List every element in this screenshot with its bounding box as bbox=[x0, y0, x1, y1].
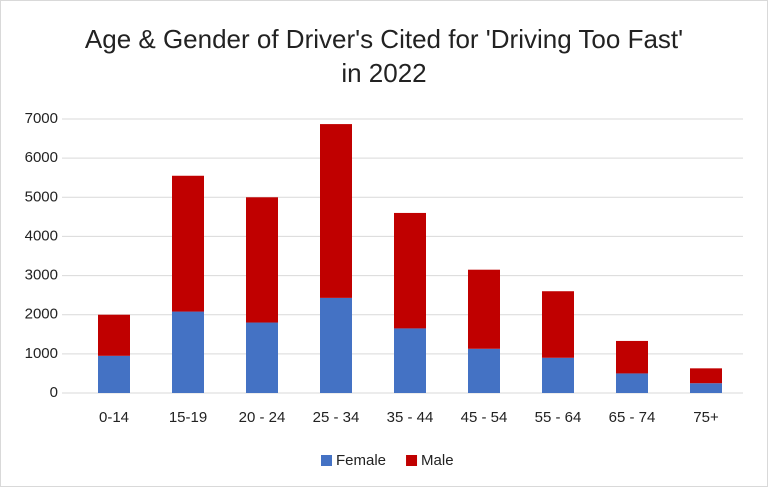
y-tick-label: 4000 bbox=[25, 227, 58, 244]
x-tick-label: 55 - 64 bbox=[535, 409, 582, 426]
x-tick-label: 75+ bbox=[693, 409, 719, 426]
bar-segment bbox=[98, 314, 130, 356]
y-tick-label: 2000 bbox=[25, 306, 58, 323]
bar-segment bbox=[172, 175, 204, 312]
legend-swatch bbox=[321, 455, 332, 466]
bar-segment bbox=[246, 322, 278, 393]
bar-segment bbox=[542, 357, 574, 393]
y-tick-label: 1000 bbox=[25, 345, 58, 362]
y-tick-label: 0 bbox=[50, 384, 58, 401]
x-tick-label: 35 - 44 bbox=[387, 409, 434, 426]
bar-segment bbox=[690, 383, 722, 393]
bar-segment bbox=[542, 291, 574, 358]
bar-segment bbox=[394, 212, 426, 329]
bar-segment bbox=[320, 297, 352, 393]
legend-label: Female bbox=[336, 452, 386, 469]
x-tick-label: 15-19 bbox=[169, 409, 207, 426]
bar-segment bbox=[394, 328, 426, 393]
x-tick-label: 20 - 24 bbox=[239, 409, 286, 426]
y-tick-label: 3000 bbox=[25, 267, 58, 284]
bar-segment bbox=[320, 124, 352, 298]
bar-segment bbox=[468, 348, 500, 393]
x-tick-label: 25 - 34 bbox=[313, 409, 360, 426]
bar-segment bbox=[172, 311, 204, 393]
bar-segment bbox=[616, 340, 648, 374]
bar-segment bbox=[98, 355, 130, 393]
chart-title: Age & Gender of Driver's Cited for 'Driv… bbox=[84, 24, 684, 88]
y-tick-label: 7000 bbox=[25, 110, 58, 127]
bar-segment bbox=[690, 368, 722, 384]
y-tick-label: 6000 bbox=[25, 149, 58, 166]
x-tick-label: 0-14 bbox=[99, 409, 129, 426]
bar-segment bbox=[468, 269, 500, 349]
legend-label: Male bbox=[421, 452, 454, 469]
x-tick-label: 45 - 54 bbox=[461, 409, 508, 426]
y-tick-label: 5000 bbox=[25, 188, 58, 205]
legend-swatch bbox=[406, 455, 418, 466]
bar-segment bbox=[616, 373, 648, 393]
bar-segment bbox=[246, 197, 278, 323]
x-tick-label: 65 - 74 bbox=[609, 409, 656, 426]
